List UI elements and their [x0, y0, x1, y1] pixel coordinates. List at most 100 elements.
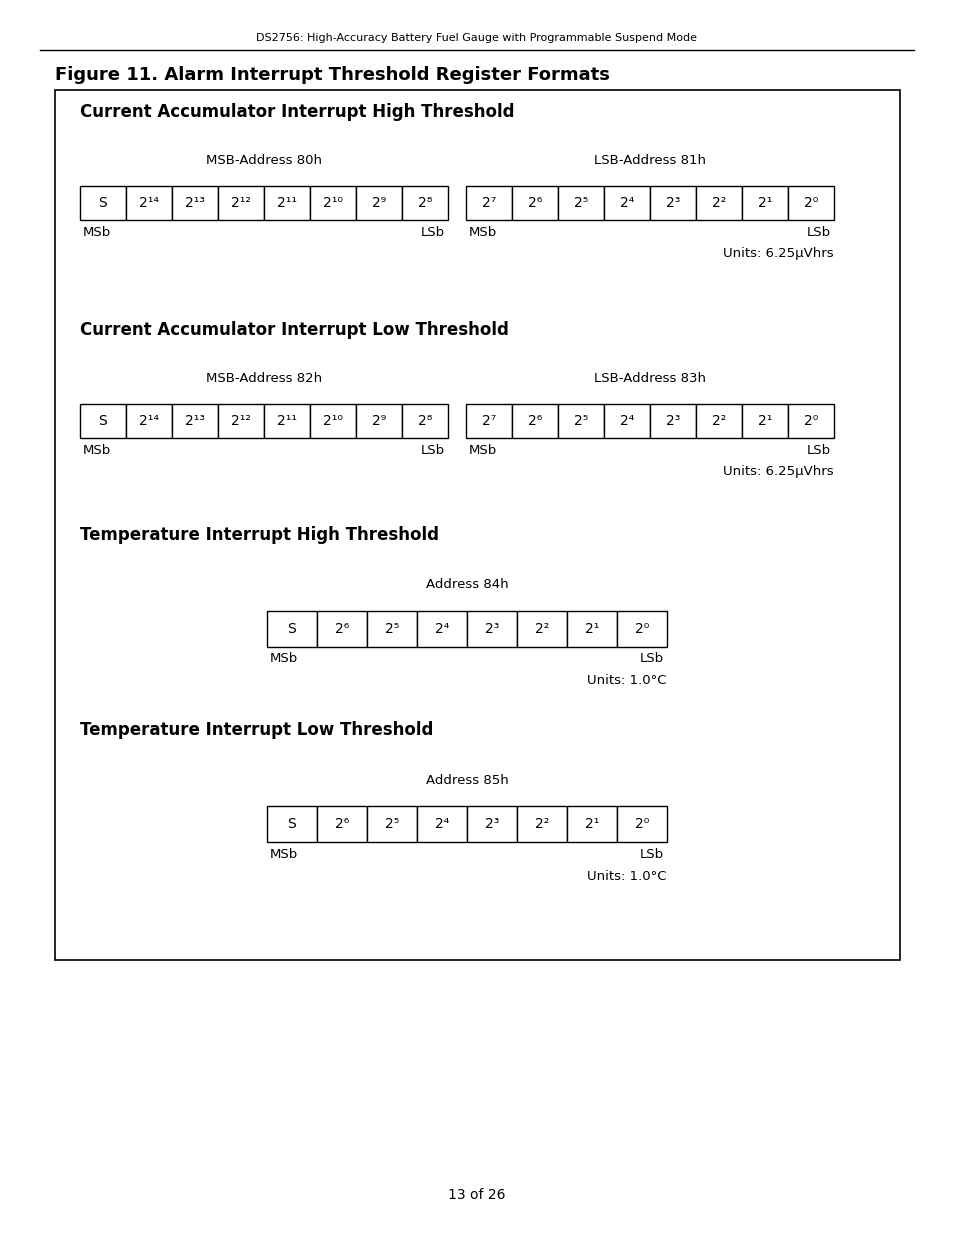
- Text: 2⁶: 2⁶: [335, 622, 349, 636]
- Text: MSB-Address 82h: MSB-Address 82h: [206, 372, 322, 384]
- Text: LSb: LSb: [420, 443, 444, 457]
- Bar: [467, 611, 517, 647]
- Text: Address 84h: Address 84h: [425, 578, 508, 592]
- Text: 2⁰: 2⁰: [634, 622, 648, 636]
- Text: 2¹: 2¹: [757, 414, 771, 429]
- Bar: [401, 404, 448, 438]
- Text: Address 85h: Address 85h: [425, 773, 508, 787]
- Bar: [558, 404, 603, 438]
- Text: 2⁸: 2⁸: [417, 196, 432, 210]
- Bar: [316, 806, 367, 842]
- Text: MSb: MSb: [270, 652, 298, 666]
- Text: 2²: 2²: [535, 818, 549, 831]
- Text: S: S: [98, 414, 108, 429]
- Text: 2⁴: 2⁴: [435, 818, 449, 831]
- Text: 2¹²: 2¹²: [231, 196, 251, 210]
- Text: 2⁰: 2⁰: [634, 818, 648, 831]
- Text: 2⁵: 2⁵: [384, 818, 398, 831]
- Bar: [603, 404, 649, 438]
- Text: 2⁵: 2⁵: [574, 196, 587, 210]
- Text: 2¹¹: 2¹¹: [276, 196, 296, 210]
- Bar: [264, 186, 310, 220]
- Bar: [218, 186, 264, 220]
- Text: 2⁹: 2⁹: [372, 196, 386, 210]
- Bar: [566, 806, 617, 842]
- Text: Units: 1.0°C: Units: 1.0°C: [587, 869, 666, 883]
- Text: 2⁰: 2⁰: [803, 196, 818, 210]
- Text: 2¹¹: 2¹¹: [276, 414, 296, 429]
- Bar: [465, 186, 512, 220]
- Text: 13 of 26: 13 of 26: [448, 1188, 505, 1202]
- Text: Units: 1.0°C: Units: 1.0°C: [587, 674, 666, 688]
- Text: 2⁸: 2⁸: [417, 414, 432, 429]
- Bar: [310, 186, 355, 220]
- Bar: [558, 186, 603, 220]
- Bar: [617, 806, 666, 842]
- Text: 2⁴: 2⁴: [435, 622, 449, 636]
- Bar: [55, 90, 899, 960]
- Text: 2⁹: 2⁹: [372, 414, 386, 429]
- Bar: [617, 611, 666, 647]
- Text: LSB-Address 83h: LSB-Address 83h: [594, 372, 705, 384]
- Bar: [603, 186, 649, 220]
- Text: 2⁶: 2⁶: [335, 818, 349, 831]
- Text: 2³: 2³: [484, 818, 498, 831]
- Bar: [512, 404, 558, 438]
- Bar: [416, 611, 467, 647]
- Text: 2³: 2³: [484, 622, 498, 636]
- Text: 2⁷: 2⁷: [481, 196, 496, 210]
- Bar: [649, 186, 696, 220]
- Text: MSb: MSb: [270, 847, 298, 861]
- Bar: [741, 404, 787, 438]
- Bar: [467, 806, 517, 842]
- Text: Current Accumulator Interrupt Low Threshold: Current Accumulator Interrupt Low Thresh…: [80, 321, 508, 338]
- Text: LSb: LSb: [639, 652, 663, 666]
- Text: 2¹: 2¹: [584, 622, 598, 636]
- Text: LSb: LSb: [420, 226, 444, 238]
- Bar: [517, 611, 566, 647]
- Bar: [401, 186, 448, 220]
- Bar: [355, 186, 401, 220]
- Text: LSB-Address 81h: LSB-Address 81h: [594, 153, 705, 167]
- Bar: [172, 186, 218, 220]
- Text: 2⁶: 2⁶: [527, 414, 541, 429]
- Bar: [566, 611, 617, 647]
- Bar: [367, 611, 416, 647]
- Text: DS2756: High-Accuracy Battery Fuel Gauge with Programmable Suspend Mode: DS2756: High-Accuracy Battery Fuel Gauge…: [256, 33, 697, 43]
- Bar: [80, 186, 126, 220]
- Text: Figure 11. Alarm Interrupt Threshold Register Formats: Figure 11. Alarm Interrupt Threshold Reg…: [55, 65, 609, 84]
- Text: Current Accumulator Interrupt High Threshold: Current Accumulator Interrupt High Thres…: [80, 103, 514, 121]
- Text: S: S: [287, 622, 296, 636]
- Text: S: S: [98, 196, 108, 210]
- Text: MSb: MSb: [469, 443, 497, 457]
- Text: MSb: MSb: [469, 226, 497, 238]
- Bar: [80, 404, 126, 438]
- Text: 2³: 2³: [665, 196, 679, 210]
- Bar: [787, 404, 833, 438]
- Text: MSB-Address 80h: MSB-Address 80h: [206, 153, 322, 167]
- Text: 2⁴: 2⁴: [619, 196, 634, 210]
- Bar: [264, 404, 310, 438]
- Bar: [126, 404, 172, 438]
- Bar: [416, 806, 467, 842]
- Text: 2¹⁴: 2¹⁴: [139, 196, 159, 210]
- Bar: [218, 404, 264, 438]
- Bar: [696, 404, 741, 438]
- Text: MSb: MSb: [83, 443, 112, 457]
- Text: LSb: LSb: [639, 847, 663, 861]
- Text: LSb: LSb: [806, 443, 830, 457]
- Text: 2¹⁴: 2¹⁴: [139, 414, 159, 429]
- Text: MSb: MSb: [83, 226, 112, 238]
- Bar: [649, 404, 696, 438]
- Bar: [517, 806, 566, 842]
- Text: 2³: 2³: [665, 414, 679, 429]
- Text: LSb: LSb: [806, 226, 830, 238]
- Text: 2⁶: 2⁶: [527, 196, 541, 210]
- Text: Temperature Interrupt High Threshold: Temperature Interrupt High Threshold: [80, 526, 438, 543]
- Text: Units: 6.25μVhrs: Units: 6.25μVhrs: [722, 466, 833, 478]
- Bar: [172, 404, 218, 438]
- Text: 2²: 2²: [535, 622, 549, 636]
- Bar: [267, 806, 316, 842]
- Text: 2⁴: 2⁴: [619, 414, 634, 429]
- Text: 2²: 2²: [711, 414, 725, 429]
